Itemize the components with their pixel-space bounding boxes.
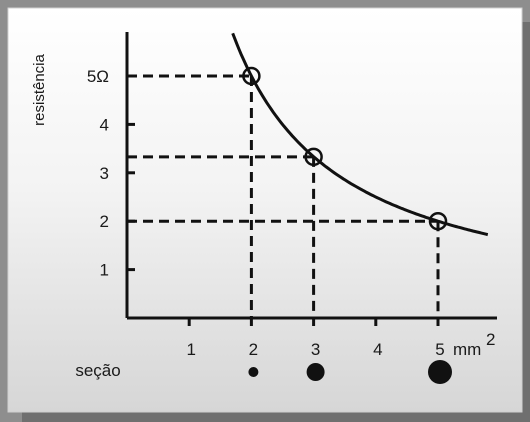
y-tick-label: 1 (100, 261, 109, 280)
x-tick-label: 3 (311, 340, 320, 359)
section-marker-large (428, 360, 452, 384)
guide-lines (127, 74, 440, 318)
x-tick-label: 5 (435, 340, 444, 359)
x-tick-label: 4 (373, 340, 382, 359)
y-tick-label: 4 (100, 115, 109, 134)
highlighted-point-marker (242, 66, 261, 86)
axes (125, 32, 497, 326)
section-marker-small (248, 367, 259, 377)
x-tick-label: 2 (249, 340, 258, 359)
y-axis-label: resistência (31, 53, 48, 125)
highlighted-points (242, 66, 448, 231)
y-tick-label: 3 (100, 164, 109, 183)
x-axis-unit-exponent: 2 (486, 330, 495, 349)
x-tick-labels: 1 2 3 4 5 (186, 340, 444, 359)
y-tick-labels: 1 2 3 4 5Ω (87, 67, 109, 280)
x-tick-label: 1 (186, 340, 195, 359)
x-axis-unit: mm (453, 340, 481, 359)
section-label: seção (75, 361, 120, 380)
chart-panel (7, 7, 523, 413)
highlighted-point-marker (304, 147, 323, 167)
y-tick-label: 2 (100, 212, 109, 231)
section-marker-medium (306, 363, 325, 381)
y-tick-label: 5Ω (87, 67, 109, 86)
section-markers (248, 360, 452, 384)
highlighted-point-marker (428, 211, 448, 231)
